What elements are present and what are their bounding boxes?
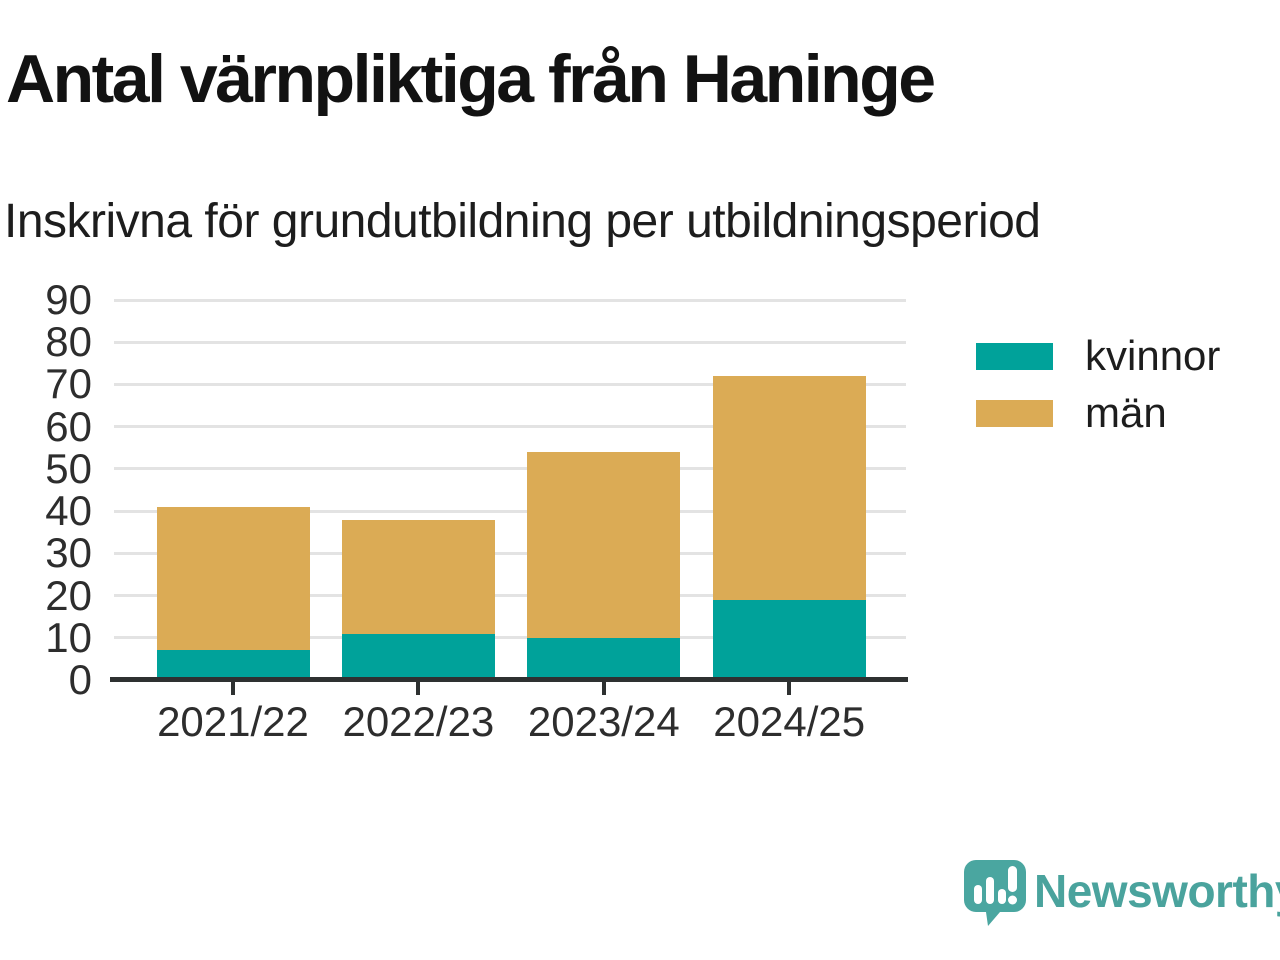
bar-segment-män-2024/25 — [712, 376, 866, 600]
newsworthy-logo: Newsworthy — [962, 858, 1280, 928]
gridline — [114, 594, 906, 598]
legend-swatch — [976, 399, 1053, 427]
y-axis-tick-label: 0 — [68, 656, 92, 703]
bar-segment-män-2021/22 — [156, 506, 310, 651]
x-axis-tick — [787, 682, 792, 695]
gridline — [114, 340, 906, 344]
legend-label: män — [1085, 388, 1167, 436]
gridline — [114, 382, 906, 386]
y-axis-tick-label: 70 — [45, 360, 92, 408]
y-axis-tick-label: 20 — [45, 571, 92, 619]
newsworthy-logo-icon — [964, 860, 1026, 926]
gridline — [114, 551, 906, 555]
legend-label: kvinnor — [1085, 332, 1221, 379]
x-axis-tick — [601, 682, 606, 695]
legend-swatch — [976, 343, 1053, 370]
gridline — [114, 636, 906, 640]
y-axis-tick-label: 60 — [45, 402, 92, 450]
chart-title: Antal värnpliktiga från Haninge — [6, 41, 936, 117]
bar-segment-kvinnor-2021/22 — [156, 650, 310, 680]
y-axis-tick-label: 10 — [45, 613, 92, 661]
y-axis-tick-label: 80 — [45, 318, 92, 366]
y-axis-tick-label: 30 — [45, 529, 92, 577]
x-axis-tick-label: 2023/24 — [527, 698, 680, 745]
gridline — [114, 298, 906, 302]
x-axis-line — [110, 677, 908, 682]
gridline — [114, 467, 906, 471]
bar-segment-kvinnor-2022/23 — [341, 633, 495, 680]
bar-segment-män-2022/23 — [341, 519, 495, 634]
x-axis-tick — [416, 682, 421, 695]
logo-text: Newsworthy — [1034, 865, 1280, 917]
y-axis-tick-label: 40 — [45, 487, 92, 535]
bar-segment-män-2023/24 — [527, 452, 681, 638]
x-axis-tick-label: 2021/22 — [157, 698, 309, 745]
gridline — [114, 425, 906, 429]
bar-segment-kvinnor-2023/24 — [527, 637, 681, 680]
y-axis-tick-label: 50 — [45, 444, 92, 492]
x-axis-tick-label: 2024/25 — [713, 698, 866, 745]
x-axis-tick-label: 2022/23 — [342, 698, 495, 745]
y-axis-tick-label: 90 — [45, 276, 92, 323]
bar-segment-kvinnor-2024/25 — [712, 599, 866, 680]
chart-subtitle: Inskrivna för grundutbildning per utbild… — [4, 195, 1041, 248]
gridline — [114, 509, 906, 513]
x-axis-tick — [231, 682, 235, 695]
